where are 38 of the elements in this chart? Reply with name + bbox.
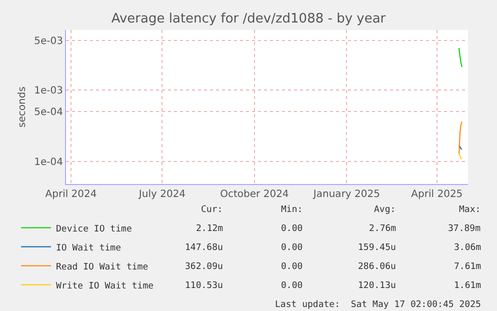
text: 0.00 bbox=[281, 281, 303, 291]
text: Max: bbox=[459, 205, 481, 215]
text: 3.06m bbox=[454, 243, 482, 253]
legend-label: Write IO Wait time bbox=[56, 281, 154, 292]
legend-label: Device IO time bbox=[56, 224, 132, 234]
y-tick-label: 1e-03 bbox=[34, 86, 63, 97]
chart-title: Average latency for /dev/zd1088 - by year bbox=[111, 12, 386, 27]
text: 37.89m bbox=[448, 224, 481, 234]
x-tick-label: April 2025 bbox=[411, 189, 463, 200]
text: 0.00 bbox=[281, 262, 303, 272]
text: 0.00 bbox=[281, 224, 303, 234]
text: 147.68u bbox=[185, 243, 223, 253]
text: Min: bbox=[281, 205, 303, 215]
text: 7.61m bbox=[454, 262, 482, 272]
legend-label: Read IO Wait time bbox=[56, 262, 148, 272]
x-tick-label: July 2024 bbox=[138, 189, 186, 200]
y-tick-label: 5e-03 bbox=[34, 36, 63, 47]
text: Cur: bbox=[201, 205, 223, 215]
text: Last update: Sat May 17 02:00:45 2025 bbox=[275, 300, 481, 310]
x-tick-label: April 2024 bbox=[45, 189, 97, 200]
x-tick-label: October 2024 bbox=[220, 189, 289, 200]
text: 159.45u bbox=[358, 243, 396, 253]
y-tick-label: 1e-04 bbox=[34, 156, 63, 168]
text: 1.61m bbox=[454, 281, 482, 291]
text: Avg: bbox=[374, 205, 396, 215]
text: 2.76m bbox=[369, 224, 396, 234]
text: 110.53u bbox=[185, 281, 223, 291]
text: 286.06u bbox=[358, 262, 396, 272]
line-series bbox=[458, 121, 462, 155]
legend-label: IO Wait time bbox=[56, 243, 122, 254]
text: 120.13u bbox=[358, 281, 396, 291]
text: 0.00 bbox=[281, 243, 303, 253]
x-tick-label: January 2025 bbox=[312, 189, 380, 200]
text: 2.12m bbox=[196, 224, 224, 234]
text: 362.09u bbox=[185, 262, 223, 272]
y-tick-label: 5e-04 bbox=[34, 107, 63, 118]
y-axis-title: seconds bbox=[17, 86, 28, 128]
line-series bbox=[458, 48, 462, 68]
